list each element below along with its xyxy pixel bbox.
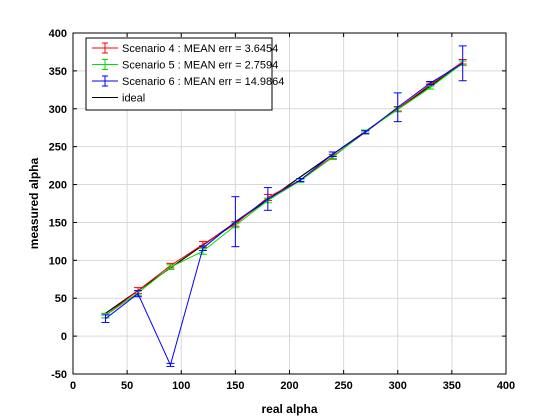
y-tick-label: 50 (55, 293, 67, 305)
series-line (105, 62, 463, 317)
x-tick-label: 0 (70, 380, 76, 392)
y-axis-ticks: -50 0 50 100 150 200 250 300 350 400 (49, 28, 506, 381)
series-line (105, 61, 463, 317)
y-tick-label: 350 (49, 66, 67, 78)
error-bar (458, 45, 467, 82)
legend-label: Scenario 4 : MEAN err = 3.6454 (122, 43, 278, 55)
x-tick-label: 300 (389, 380, 407, 392)
x-tick-label: 100 (172, 380, 190, 392)
x-tick-label: 50 (121, 380, 133, 392)
x-tick-label: 150 (226, 380, 244, 392)
legend-label: Scenario 6 : MEAN err = 14.9864 (122, 76, 284, 88)
error-bar (426, 85, 435, 90)
series-3 (101, 45, 467, 367)
error-bar (426, 80, 435, 86)
legend-entry: Scenario 5 : MEAN err = 2.7594 (92, 59, 278, 72)
series-group (101, 45, 467, 367)
x-tick-label: 200 (280, 380, 298, 392)
legend-entry: Scenario 6 : MEAN err = 14.9864 (92, 75, 284, 88)
y-axis-label: measured alpha (27, 157, 41, 249)
legend-entry: Scenario 4 : MEAN err = 3.6454 (92, 42, 278, 55)
x-axis-ticks: 0 50 100 150 200 250 300 350 400 (70, 33, 515, 392)
y-tick-label: 200 (49, 180, 67, 192)
y-tick-label: 150 (49, 217, 67, 229)
series-line (105, 62, 463, 367)
x-axis-label: real alpha (261, 402, 317, 416)
legend-label: Scenario 5 : MEAN err = 2.7594 (122, 60, 278, 72)
y-tick-label: 0 (61, 331, 67, 343)
error-bar (231, 196, 240, 248)
error-bar (263, 187, 272, 211)
legend-entry: ideal (92, 93, 145, 105)
error-bar (296, 177, 305, 183)
legend: Scenario 4 : MEAN err = 3.6454 Scenario 5… (85, 37, 284, 111)
error-bar (166, 362, 175, 367)
y-tick-label: 250 (49, 142, 67, 154)
y-tick-label: 400 (49, 28, 67, 40)
y-tick-label: -50 (51, 369, 67, 381)
x-tick-label: 250 (334, 380, 352, 392)
error-bar (166, 264, 175, 270)
error-bar (101, 314, 110, 323)
error-bar (328, 151, 337, 158)
x-tick-label: 350 (443, 380, 461, 392)
error-bar (198, 245, 207, 251)
error-bar (361, 130, 370, 135)
legend-label: ideal (122, 93, 145, 105)
y-tick-label: 100 (49, 255, 67, 267)
x-tick-label: 400 (497, 380, 515, 392)
error-bar (393, 92, 402, 123)
y-tick-label: 300 (49, 104, 67, 116)
error-bar (133, 290, 142, 298)
